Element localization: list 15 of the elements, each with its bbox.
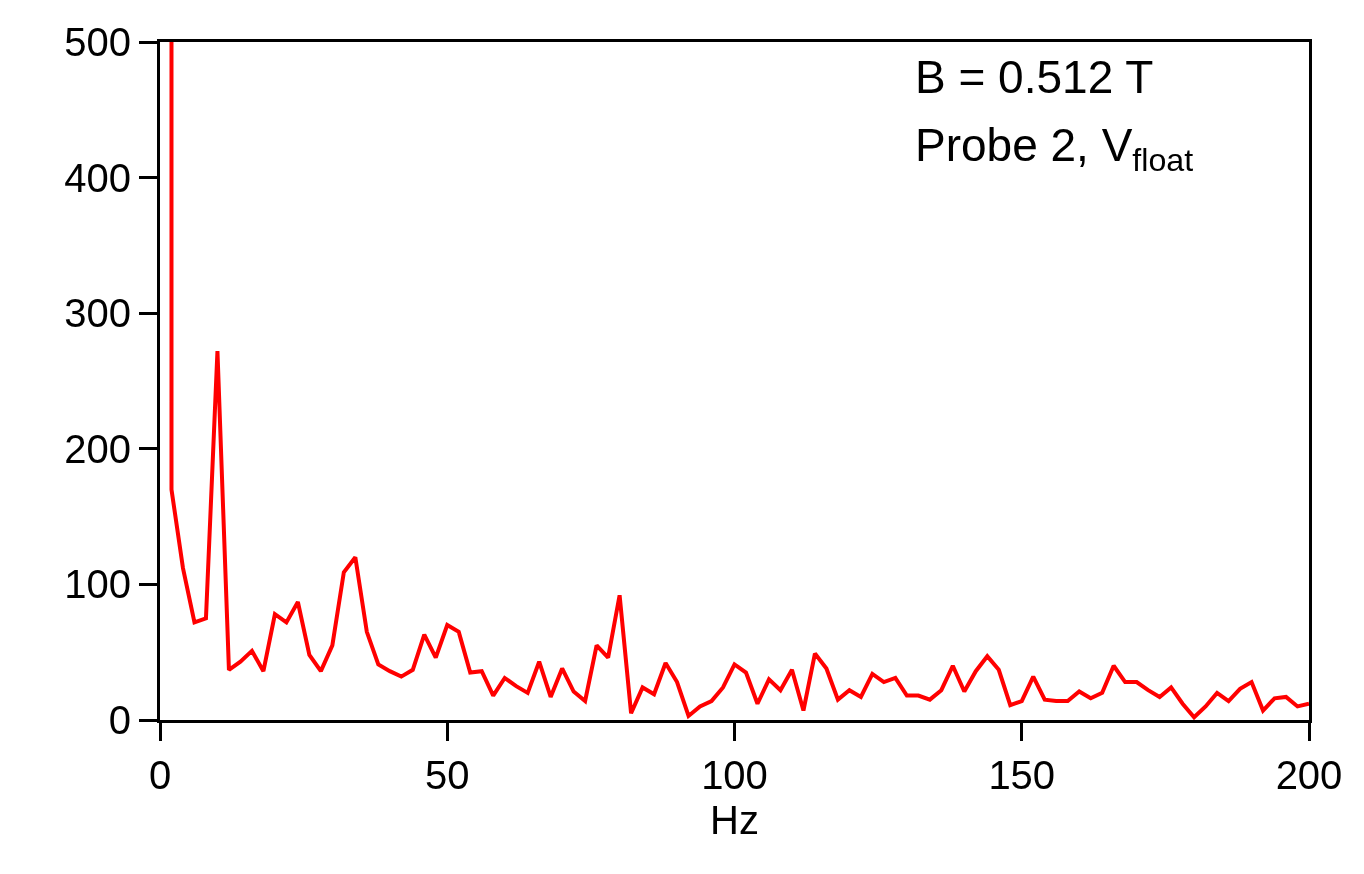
x-tick-label: 50: [425, 753, 470, 797]
x-tick-label: 0: [148, 753, 172, 797]
y-tick-label: 500: [64, 20, 131, 64]
y-tick-label: 400: [64, 155, 131, 200]
y-tick-label: 200: [64, 426, 131, 471]
y-tick-label: 300: [64, 291, 131, 336]
x-tick-label: 200: [1275, 753, 1343, 797]
line-series: [169, 42, 1309, 720]
x-tick-label: 100: [701, 753, 768, 797]
x-axis-title: Hz: [710, 797, 759, 842]
y-tick-label: 100: [64, 562, 131, 607]
x-tick-label: 150: [988, 753, 1056, 797]
annotation: Probe 2, V$_{float}$: [915, 119, 1194, 178]
annotation: B = 0.512 T: [915, 51, 1154, 103]
y-tick-label: 0: [108, 698, 131, 742]
